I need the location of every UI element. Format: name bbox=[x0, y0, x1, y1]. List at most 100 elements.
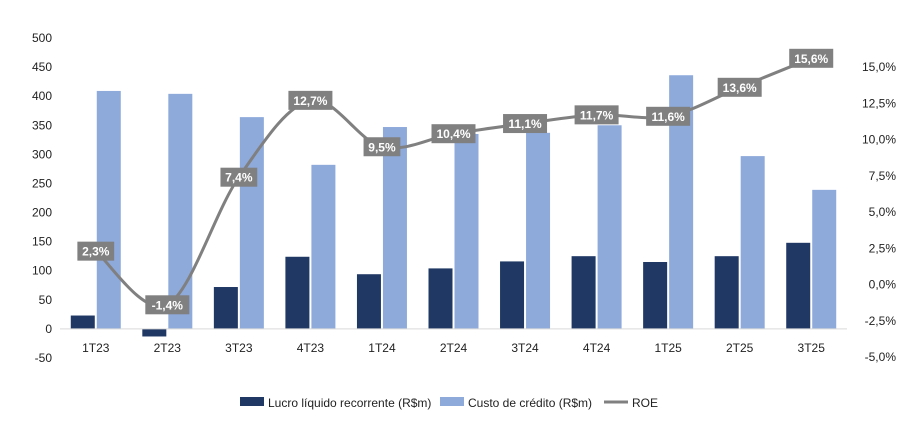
roe-label-1t25: 11,6% bbox=[646, 106, 691, 126]
y-left-tick-label: 400 bbox=[32, 89, 52, 103]
x-tick-label: 2T25 bbox=[726, 341, 754, 355]
roe-label-3t24: 11,1% bbox=[503, 114, 548, 134]
roe-label-text: 11,6% bbox=[651, 110, 685, 124]
roe-label-1t23: 2,3% bbox=[77, 241, 115, 261]
bar-custo-1t23 bbox=[96, 90, 121, 329]
roe-label-text: 10,4% bbox=[436, 127, 470, 141]
y-right-tick-label: 2,5% bbox=[869, 241, 897, 255]
x-tick-label: 3T24 bbox=[511, 341, 539, 355]
y-left-tick-label: 50 bbox=[39, 293, 53, 307]
y-left-tick-label: 150 bbox=[32, 235, 52, 249]
roe-label-text: 9,5% bbox=[368, 140, 396, 154]
roe-label-2t23: -1,4% bbox=[145, 295, 190, 315]
y-left-tick-label: -50 bbox=[35, 351, 53, 365]
bar-custo-4t24 bbox=[597, 125, 622, 329]
y-left-tick-label: 450 bbox=[32, 60, 52, 74]
bar-custo-2t25 bbox=[740, 156, 765, 329]
roe-label-text: 7,4% bbox=[225, 171, 253, 185]
bar-custo-3t25 bbox=[812, 189, 837, 329]
bar-lucro-3t24 bbox=[500, 261, 525, 329]
x-tick-label: 4T24 bbox=[583, 341, 611, 355]
roe-label-box bbox=[220, 167, 258, 187]
y-right-tick-label: -5,0% bbox=[865, 350, 897, 364]
x-tick-label: 3T23 bbox=[225, 341, 253, 355]
roe-label-text: 15,6% bbox=[794, 52, 828, 66]
legend-item-2: Custo de crédito (R$m) bbox=[440, 396, 592, 410]
y-left-tick-label: 350 bbox=[32, 118, 52, 132]
roe-label-text: 12,7% bbox=[293, 94, 327, 108]
roe-label-box bbox=[77, 241, 115, 261]
roe-label-text: 11,7% bbox=[580, 108, 614, 122]
y-right-tick-label: 7,5% bbox=[869, 169, 897, 183]
roe-label-2t24: 10,4% bbox=[431, 124, 476, 144]
y-left-tick-label: 500 bbox=[32, 31, 52, 45]
y-left-tick-label: 300 bbox=[32, 147, 52, 161]
x-tick-label: 2T23 bbox=[154, 341, 182, 355]
bar-lucro-4t24 bbox=[571, 256, 596, 329]
legend-item-1: Lucro líquido recorrente (R$m) bbox=[240, 396, 431, 410]
bar-custo-3t24 bbox=[526, 132, 551, 329]
bar-lucro-4t23 bbox=[285, 256, 310, 329]
bar-custo-1t24 bbox=[382, 127, 407, 329]
y-axis-right: -5,0% -2,5% 0,0% 2,5% 5,0% 7,5% 10,0% 12,5% 15,0… bbox=[862, 60, 896, 364]
y-right-tick-label: 0,0% bbox=[869, 278, 897, 292]
roe-label-3t25: 15,6% bbox=[789, 48, 834, 68]
legend-label: ROE bbox=[632, 396, 658, 410]
roe-label-box bbox=[717, 77, 762, 97]
roe-label-box bbox=[646, 106, 691, 126]
legend-item-3: ROE bbox=[604, 396, 658, 410]
roe-label-1t24: 9,5% bbox=[363, 137, 401, 157]
roe-data-labels: 2,3% -1,4% 7,4% 12,7% 9,5% 10,4% 11,1% 11,7% 11,… bbox=[77, 48, 834, 315]
x-tick-label: 2T24 bbox=[440, 341, 468, 355]
x-axis-categories: 1T23 2T23 3T23 4T23 1T24 2T24 3T24 4T24 1T25 2T25… bbox=[82, 341, 825, 355]
roe-label-4t23: 12,7% bbox=[288, 90, 333, 110]
x-tick-label: 4T23 bbox=[297, 341, 325, 355]
y-right-tick-label: -2,5% bbox=[865, 314, 897, 328]
x-tick-label: 1T24 bbox=[368, 341, 396, 355]
bar-custo-3t23 bbox=[239, 117, 264, 329]
roe-label-box bbox=[145, 295, 190, 315]
roe-label-box bbox=[789, 48, 834, 68]
bar-lucro-1t23 bbox=[70, 315, 95, 329]
roe-label-box bbox=[363, 137, 401, 157]
bar-lucro-1t24 bbox=[356, 274, 381, 329]
bar-lucro-2t23 bbox=[142, 328, 167, 337]
legend: Lucro líquido recorrente (R$m) Custo de c… bbox=[240, 396, 658, 410]
roe-line-layer bbox=[94, 56, 813, 309]
legend-label: Custo de crédito (R$m) bbox=[468, 396, 592, 410]
x-tick-label: 1T25 bbox=[654, 341, 682, 355]
roe-label-box bbox=[288, 90, 333, 110]
roe-label-3t23: 7,4% bbox=[220, 167, 258, 187]
y-right-tick-label: 5,0% bbox=[869, 205, 897, 219]
roe-line bbox=[94, 56, 813, 309]
y-left-tick-label: 250 bbox=[32, 176, 52, 190]
bar-lucro-3t25 bbox=[786, 242, 811, 329]
bar-lucro-3t23 bbox=[213, 287, 238, 329]
x-tick-label: 3T25 bbox=[798, 341, 826, 355]
legend-label: Lucro líquido recorrente (R$m) bbox=[268, 396, 431, 410]
bar-custo-2t24 bbox=[454, 134, 479, 329]
roe-label-text: 13,6% bbox=[723, 81, 757, 95]
bar-lucro-1t25 bbox=[643, 262, 668, 329]
bar-lucro-2t24 bbox=[428, 268, 453, 329]
roe-label-box bbox=[431, 124, 476, 144]
bar-custo-4t23 bbox=[311, 164, 336, 329]
roe-label-box bbox=[503, 114, 548, 134]
bar-lucro-2t25 bbox=[714, 256, 739, 329]
y-right-tick-label: 12,5% bbox=[862, 96, 896, 110]
y-left-tick-label: 0 bbox=[45, 322, 52, 336]
y-right-tick-label: 15,0% bbox=[862, 60, 896, 74]
roe-label-2t25: 13,6% bbox=[717, 77, 762, 97]
roe-label-4t24: 11,7% bbox=[574, 105, 619, 125]
roe-label-box bbox=[574, 105, 619, 125]
y-right-tick-label: 10,0% bbox=[862, 133, 896, 147]
y-axis-left: -50 0 50 100 150 200 250 300 350 400 450 500 bbox=[32, 31, 52, 365]
y-left-tick-label: 100 bbox=[32, 264, 52, 278]
roe-label-text: 11,1% bbox=[508, 117, 542, 131]
roe-label-text: -1,4% bbox=[152, 298, 184, 312]
y-left-tick-label: 200 bbox=[32, 206, 52, 220]
legend-swatch bbox=[440, 397, 464, 406]
x-tick-label: 1T23 bbox=[82, 341, 110, 355]
legend-swatch bbox=[240, 397, 264, 406]
